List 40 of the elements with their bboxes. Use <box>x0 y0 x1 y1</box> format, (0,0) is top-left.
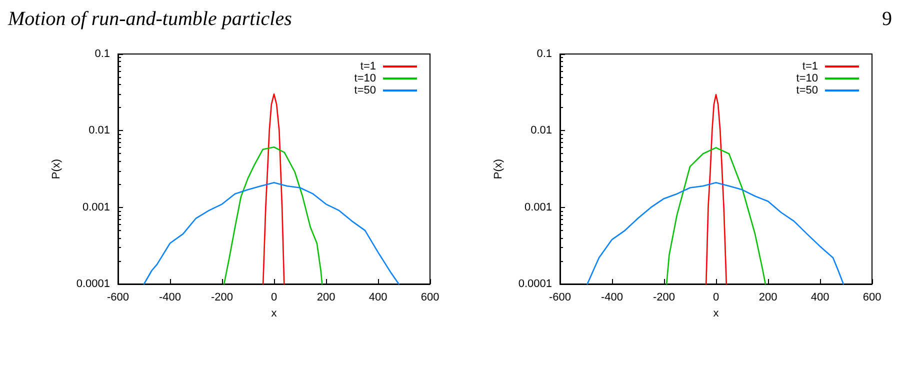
y-tick-label: 0.01 <box>88 124 110 137</box>
y-axis-title: P(x) <box>50 158 62 180</box>
x-tick-label: -400 <box>600 292 624 304</box>
x-axis-title: x <box>713 308 720 320</box>
x-tick-label: -600 <box>548 292 572 304</box>
x-tick-label: 200 <box>758 292 778 304</box>
legend-label: t=1 <box>802 60 818 72</box>
legend-label: t=50 <box>354 84 376 96</box>
y-tick-label: 0.1 <box>536 48 552 60</box>
legend-label: t=10 <box>354 72 376 84</box>
y-tick-label: 0.001 <box>82 201 110 214</box>
y-tick-label: 0.001 <box>524 201 552 214</box>
x-axis-title: x <box>271 308 278 320</box>
chart-title: Motion of run-and-tumble particles <box>8 8 292 30</box>
y-tick-label: 0.01 <box>530 124 552 137</box>
x-tick-label: 400 <box>368 292 388 304</box>
legend-label: t=10 <box>796 72 818 84</box>
legend-label: t=1 <box>360 60 376 72</box>
x-tick-label: -200 <box>210 292 234 304</box>
y-tick-label: 0.1 <box>94 48 110 60</box>
line-series <box>666 147 766 285</box>
line-series <box>262 93 285 285</box>
x-tick-label: -200 <box>652 292 676 304</box>
line-series <box>586 182 844 285</box>
y-axis-title: P(x) <box>492 158 504 180</box>
text: 9 <box>882 8 892 30</box>
y-tick-label: 0.0001 <box>518 278 552 290</box>
x-tick-label: -400 <box>158 292 182 304</box>
x-tick-label: 0 <box>270 292 278 304</box>
legend-label: t=50 <box>796 84 818 96</box>
y-tick-label: 0.0001 <box>76 278 110 290</box>
x-tick-label: 400 <box>810 292 830 304</box>
x-tick-label: 600 <box>420 292 440 304</box>
line-series <box>705 94 728 285</box>
x-tick-label: 0 <box>712 292 720 304</box>
line-series <box>223 146 323 285</box>
x-tick-label: 200 <box>316 292 336 304</box>
line-series <box>143 182 400 285</box>
x-tick-label: -600 <box>106 292 130 304</box>
x-tick-label: 600 <box>862 292 882 304</box>
